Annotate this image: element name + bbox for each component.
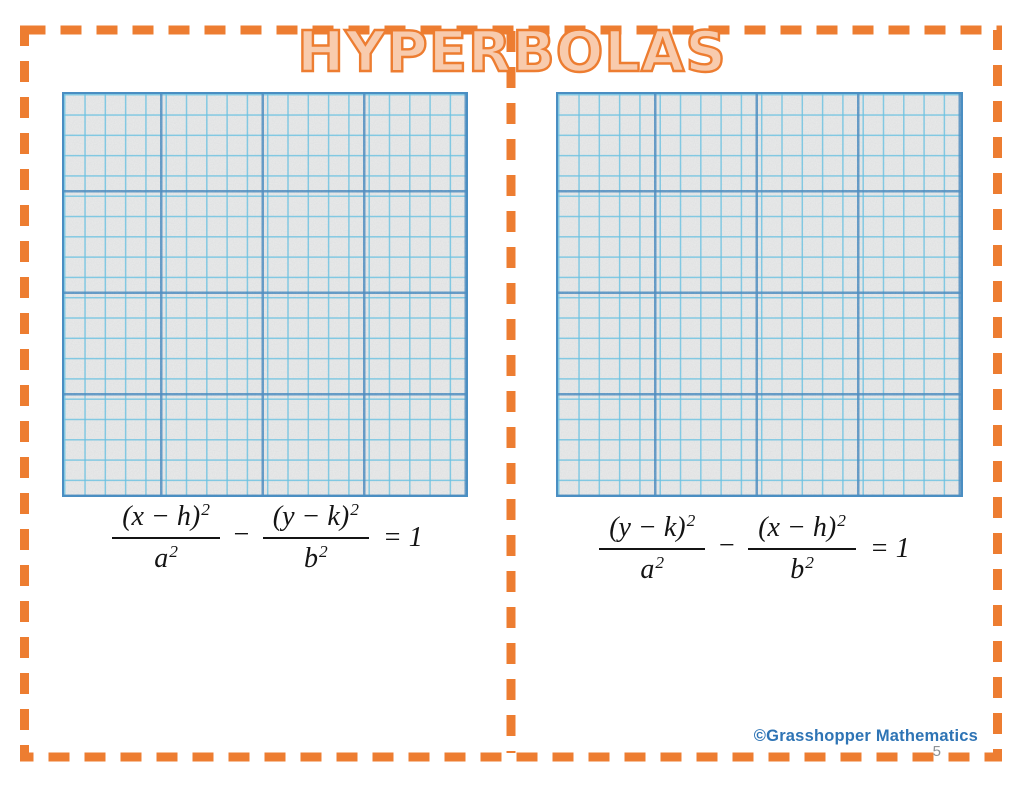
exponent: 2 — [201, 500, 210, 519]
formula-horizontal-hyperbola: (x − h)2 a2 − (y − k)2 b2 = 1 — [24, 500, 511, 575]
exponent: 2 — [169, 542, 178, 562]
page-number: 5 — [932, 743, 941, 760]
graph-paper-left — [62, 92, 468, 497]
equals-one: = 1 — [382, 521, 423, 553]
exponent: 2 — [805, 553, 814, 573]
paper-texture — [64, 94, 466, 495]
equals-one: = 1 — [869, 532, 910, 564]
fraction-numerator: (y − k)2 — [599, 511, 706, 551]
fraction-denominator: a2 — [154, 542, 178, 575]
fraction-denominator: a2 — [640, 553, 665, 586]
fraction-1: (y − k)2 a2 — [599, 511, 706, 586]
fraction-numerator: (x − h)2 — [112, 500, 220, 540]
exponent: 2 — [837, 511, 846, 530]
fraction-denominator: b2 — [790, 553, 814, 586]
formula-vertical-hyperbola: (y − k)2 a2 − (x − h)2 b2 = 1 — [511, 511, 998, 586]
fraction-numerator: (x − h)2 — [748, 511, 856, 551]
minus-operator: − — [717, 529, 737, 561]
outer-dashed-border — [20, 25, 1002, 762]
exponent: 2 — [655, 553, 665, 573]
page-title: HYPERBOLAS — [296, 20, 727, 85]
graph-paper-right — [556, 92, 963, 497]
fraction-2: (x − h)2 b2 — [748, 511, 856, 586]
exponent: 2 — [350, 500, 359, 519]
fraction-2: (y − k)2 b2 — [262, 500, 369, 575]
exponent: 2 — [686, 511, 696, 530]
fraction-numerator: (y − k)2 — [262, 500, 369, 540]
fraction-1: (x − h)2 a2 — [112, 500, 220, 575]
exponent: 2 — [318, 542, 328, 562]
fraction-denominator: b2 — [303, 542, 328, 575]
paper-texture — [558, 94, 961, 495]
credit-text: ©Grasshopper Mathematics — [753, 727, 978, 745]
minus-operator: − — [231, 518, 251, 550]
